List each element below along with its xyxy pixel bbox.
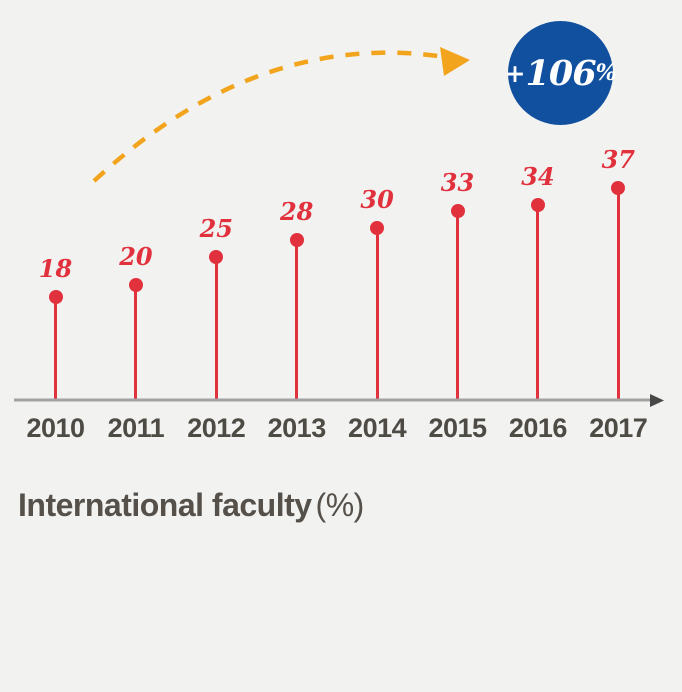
chart-title: International faculty (%) [18,488,364,522]
lollipop-dot [128,278,143,293]
badge-number: 106 [525,52,597,94]
lollipop-dot [611,180,626,195]
lollipop-dot [209,249,224,264]
value-label: 30 [360,185,394,215]
lollipop-dot [48,289,63,304]
value-label: 37 [601,144,635,174]
value-label: 25 [199,213,233,243]
lollipop-stem [295,239,299,399]
chart-title-unit: (%) [315,487,365,523]
growth-badge: +106% [504,21,616,125]
year-label: 2010 [26,413,85,443]
lollipop-stem [375,228,379,399]
badge-plus-sign: + [504,58,526,88]
value-label: 34 [521,162,555,192]
year-label: 2013 [267,413,327,443]
trend-arrow-head-icon [440,47,470,76]
lollipop-stem [134,285,138,399]
year-label: 2016 [508,413,568,443]
value-label: 33 [440,167,475,197]
lollipop-dot [530,198,545,213]
lollipop-dot [289,232,304,247]
year-label: 2012 [187,413,246,443]
value-label: 28 [279,196,314,226]
year-label: 2014 [348,413,407,443]
value-label: 18 [38,253,73,283]
lollipop-stem [456,210,459,399]
chart-title-main: International faculty [18,487,312,523]
lollipop-dot [370,221,385,236]
lollipop-stem [536,205,540,399]
trend-arrow-curve [92,50,439,183]
year-label: 2017 [589,413,648,443]
lollipop-dot [450,203,465,218]
badge-percent-sign: % [595,60,617,86]
year-label: 2015 [428,413,487,443]
lollipop-stem [54,296,57,399]
lollipop-stem [616,187,620,399]
year-label: 2011 [107,413,165,443]
lollipop-stem [214,256,218,399]
x-axis-arrow-head-icon [650,394,664,407]
value-label: 20 [119,242,153,272]
